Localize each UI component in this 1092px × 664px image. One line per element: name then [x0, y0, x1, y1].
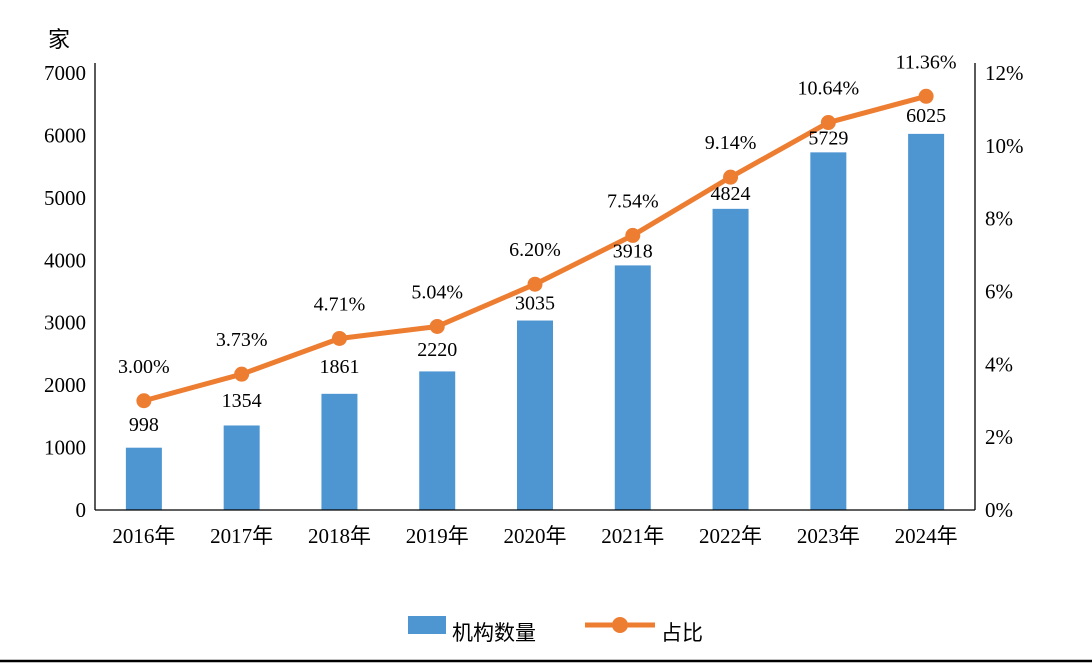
percent-value-label: 11.36%	[896, 51, 957, 73]
left-axis-tick: 3000	[44, 311, 86, 335]
x-axis-category-label: 2022年	[699, 524, 762, 548]
right-axis-tick: 8%	[985, 207, 1013, 231]
left-axis-tick: 5000	[44, 186, 86, 210]
percent-value-label: 9.14%	[705, 132, 757, 154]
bar-value-label: 1861	[319, 356, 359, 378]
x-axis-category-label: 2021年	[601, 524, 664, 548]
line-marker-2023年	[820, 115, 836, 131]
bar-2021年	[614, 265, 651, 510]
line-marker-2021年	[625, 227, 641, 243]
bar-value-label: 3035	[515, 292, 555, 314]
right-axis-tick: 10%	[985, 134, 1024, 158]
bar-value-label: 6025	[906, 105, 946, 127]
left-axis-tick: 6000	[44, 123, 86, 147]
percent-value-label: 7.54%	[607, 190, 659, 212]
bar-2022年	[712, 208, 749, 510]
legend-label-bars: 机构数量	[452, 621, 536, 645]
x-axis-category-label: 2017年	[210, 524, 273, 548]
bar-2024年	[908, 133, 945, 510]
percent-value-label: 3.00%	[118, 356, 170, 378]
bar-2016年	[125, 447, 162, 510]
left-axis-unit-label: 家	[48, 27, 70, 52]
bar-2017年	[223, 425, 260, 510]
left-axis-tick: 4000	[44, 248, 86, 272]
percent-value-label: 10.64%	[797, 78, 859, 100]
bar-2018年	[321, 393, 358, 510]
left-axis-tick: 7000	[44, 61, 86, 85]
left-axis-tick: 2000	[44, 373, 86, 397]
line-marker-2024年	[918, 88, 934, 104]
bar-value-label: 1354	[222, 390, 262, 412]
bar-value-label: 5729	[808, 127, 848, 149]
right-axis-tick: 12%	[985, 61, 1024, 85]
right-axis-tick: 0%	[985, 498, 1013, 522]
percent-value-label: 5.04%	[411, 281, 463, 303]
percent-value-label: 3.73%	[216, 329, 268, 351]
x-axis-category-label: 2016年	[112, 524, 175, 548]
bar-value-label: 998	[129, 414, 159, 436]
line-marker-2017年	[234, 366, 250, 382]
percent-value-label: 6.20%	[509, 239, 561, 261]
bar-2023年	[810, 152, 847, 510]
left-axis-tick: 1000	[44, 436, 86, 460]
line-marker-2022年	[723, 169, 739, 185]
bar-value-label: 4824	[711, 183, 751, 205]
legend-line-marker-icon	[612, 617, 628, 633]
right-axis-tick: 6%	[985, 280, 1013, 304]
bar-2020年	[517, 320, 553, 510]
x-axis-category-label: 2018年	[308, 524, 371, 548]
legend-bar-swatch	[408, 616, 446, 634]
right-axis-tick: 4%	[985, 352, 1013, 376]
left-axis-tick: 0	[76, 498, 87, 522]
line-marker-2016年	[136, 393, 152, 409]
bar-2019年	[419, 371, 456, 510]
line-marker-2019年	[429, 318, 445, 334]
x-axis-category-label: 2024年	[895, 524, 958, 548]
line-marker-2020年	[527, 276, 543, 292]
bar-value-label: 3918	[613, 240, 653, 262]
x-axis-category-label: 2019年	[406, 524, 469, 548]
x-axis-category-label: 2020年	[504, 524, 567, 548]
line-marker-2018年	[331, 330, 347, 346]
percent-value-label: 4.71%	[314, 293, 366, 315]
legend-label-line: 占比	[661, 621, 703, 645]
right-axis-tick: 2%	[985, 425, 1013, 449]
bar-value-label: 2220	[417, 339, 457, 361]
x-axis-category-label: 2023年	[797, 524, 860, 548]
